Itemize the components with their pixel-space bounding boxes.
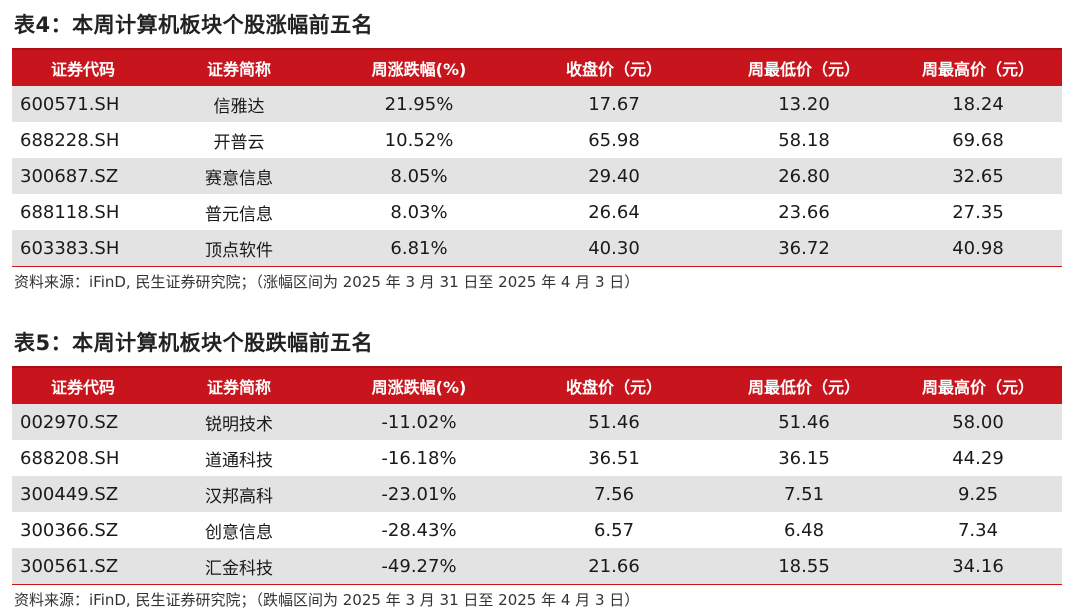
table-row: 600571.SH 信雅达 21.95% 17.67 13.20 18.24: [12, 86, 1062, 122]
cell-code: 688228.SH: [12, 122, 154, 158]
table-row: 688228.SH 开普云 10.52% 65.98 58.18 69.68: [12, 122, 1062, 158]
table-row: 300561.SZ 汇金科技 -49.27% 21.66 18.55 34.16: [12, 548, 1062, 585]
cell-close: 7.56: [514, 476, 714, 512]
table-row: 688208.SH 道通科技 -16.18% 36.51 36.15 44.29: [12, 440, 1062, 476]
cell-low: 58.18: [714, 122, 894, 158]
cell-low: 7.51: [714, 476, 894, 512]
cell-name: 汇金科技: [154, 548, 324, 585]
cell-high: 44.29: [894, 440, 1062, 476]
cell-high: 32.65: [894, 158, 1062, 194]
cell-name: 顶点软件: [154, 230, 324, 267]
cell-close: 40.30: [514, 230, 714, 267]
cell-high: 40.98: [894, 230, 1062, 267]
cell-high: 18.24: [894, 86, 1062, 122]
cell-name: 普元信息: [154, 194, 324, 230]
table-row: 603383.SH 顶点软件 6.81% 40.30 36.72 40.98: [12, 230, 1062, 267]
table-row: 300449.SZ 汉邦高科 -23.01% 7.56 7.51 9.25: [12, 476, 1062, 512]
cell-code: 300561.SZ: [12, 548, 154, 585]
cell-change: 6.81%: [324, 230, 514, 267]
header-high: 周最高价（元）: [894, 366, 1062, 404]
cell-high: 34.16: [894, 548, 1062, 585]
header-high: 周最高价（元）: [894, 48, 1062, 86]
cell-change: -49.27%: [324, 548, 514, 585]
cell-low: 23.66: [714, 194, 894, 230]
table-row: 300687.SZ 赛意信息 8.05% 29.40 26.80 32.65: [12, 158, 1062, 194]
cell-low: 18.55: [714, 548, 894, 585]
cell-close: 29.40: [514, 158, 714, 194]
header-name: 证券简称: [154, 366, 324, 404]
header-name: 证券简称: [154, 48, 324, 86]
losers-table-title: 表5：本周计算机板块个股跌幅前五名: [14, 331, 374, 355]
cell-name: 开普云: [154, 122, 324, 158]
cell-high: 69.68: [894, 122, 1062, 158]
cell-code: 300366.SZ: [12, 512, 154, 548]
header-change: 周涨跌幅(%): [324, 48, 514, 86]
cell-close: 6.57: [514, 512, 714, 548]
header-code: 证券代码: [12, 48, 154, 86]
table-row: 688118.SH 普元信息 8.03% 26.64 23.66 27.35: [12, 194, 1062, 230]
cell-name: 锐明技术: [154, 404, 324, 440]
cell-high: 58.00: [894, 404, 1062, 440]
cell-code: 688208.SH: [12, 440, 154, 476]
table-row: 002970.SZ 锐明技术 -11.02% 51.46 51.46 58.00: [12, 404, 1062, 440]
header-low: 周最低价（元）: [714, 48, 894, 86]
cell-change: 8.03%: [324, 194, 514, 230]
header-low: 周最低价（元）: [714, 366, 894, 404]
cell-change: -11.02%: [324, 404, 514, 440]
losers-table: 证券代码 证券简称 周涨跌幅(%) 收盘价（元） 周最低价（元） 周最高价（元）…: [12, 366, 1062, 585]
cell-name: 创意信息: [154, 512, 324, 548]
cell-close: 21.66: [514, 548, 714, 585]
losers-source-note: 资料来源：iFinD, 民生证券研究院；（跌幅区间为 2025 年 3 月 31…: [14, 591, 640, 609]
cell-code: 300449.SZ: [12, 476, 154, 512]
header-change: 周涨跌幅(%): [324, 366, 514, 404]
cell-code: 300687.SZ: [12, 158, 154, 194]
cell-change: 8.05%: [324, 158, 514, 194]
gainers-table-title: 表4：本周计算机板块个股涨幅前五名: [14, 13, 374, 37]
cell-change: -28.43%: [324, 512, 514, 548]
cell-name: 信雅达: [154, 86, 324, 122]
losers-header-row: 证券代码 证券简称 周涨跌幅(%) 收盘价（元） 周最低价（元） 周最高价（元）: [12, 366, 1062, 404]
cell-change: 21.95%: [324, 86, 514, 122]
cell-change: -23.01%: [324, 476, 514, 512]
cell-high: 9.25: [894, 476, 1062, 512]
cell-low: 51.46: [714, 404, 894, 440]
cell-code: 600571.SH: [12, 86, 154, 122]
cell-name: 汉邦高科: [154, 476, 324, 512]
cell-close: 17.67: [514, 86, 714, 122]
gainers-source-note: 资料来源：iFinD, 民生证券研究院；（涨幅区间为 2025 年 3 月 31…: [14, 273, 640, 291]
cell-low: 36.15: [714, 440, 894, 476]
header-close: 收盘价（元）: [514, 366, 714, 404]
cell-code: 688118.SH: [12, 194, 154, 230]
cell-change: -16.18%: [324, 440, 514, 476]
cell-code: 603383.SH: [12, 230, 154, 267]
cell-high: 27.35: [894, 194, 1062, 230]
cell-close: 65.98: [514, 122, 714, 158]
cell-low: 36.72: [714, 230, 894, 267]
cell-close: 26.64: [514, 194, 714, 230]
gainers-section: 表4：本周计算机板块个股涨幅前五名 证券代码 证券简称 周涨跌幅(%) 收盘价（…: [12, 0, 1062, 297]
cell-close: 51.46: [514, 404, 714, 440]
cell-name: 道通科技: [154, 440, 324, 476]
cell-change: 10.52%: [324, 122, 514, 158]
cell-low: 13.20: [714, 86, 894, 122]
losers-section: 表5：本周计算机板块个股跌幅前五名 证券代码 证券简称 周涨跌幅(%) 收盘价（…: [12, 318, 1062, 615]
cell-high: 7.34: [894, 512, 1062, 548]
gainers-table: 证券代码 证券简称 周涨跌幅(%) 收盘价（元） 周最低价（元） 周最高价（元）…: [12, 48, 1062, 267]
header-code: 证券代码: [12, 366, 154, 404]
gainers-header-row: 证券代码 证券简称 周涨跌幅(%) 收盘价（元） 周最低价（元） 周最高价（元）: [12, 48, 1062, 86]
cell-low: 6.48: [714, 512, 894, 548]
table-row: 300366.SZ 创意信息 -28.43% 6.57 6.48 7.34: [12, 512, 1062, 548]
header-close: 收盘价（元）: [514, 48, 714, 86]
cell-name: 赛意信息: [154, 158, 324, 194]
cell-close: 36.51: [514, 440, 714, 476]
cell-code: 002970.SZ: [12, 404, 154, 440]
cell-low: 26.80: [714, 158, 894, 194]
